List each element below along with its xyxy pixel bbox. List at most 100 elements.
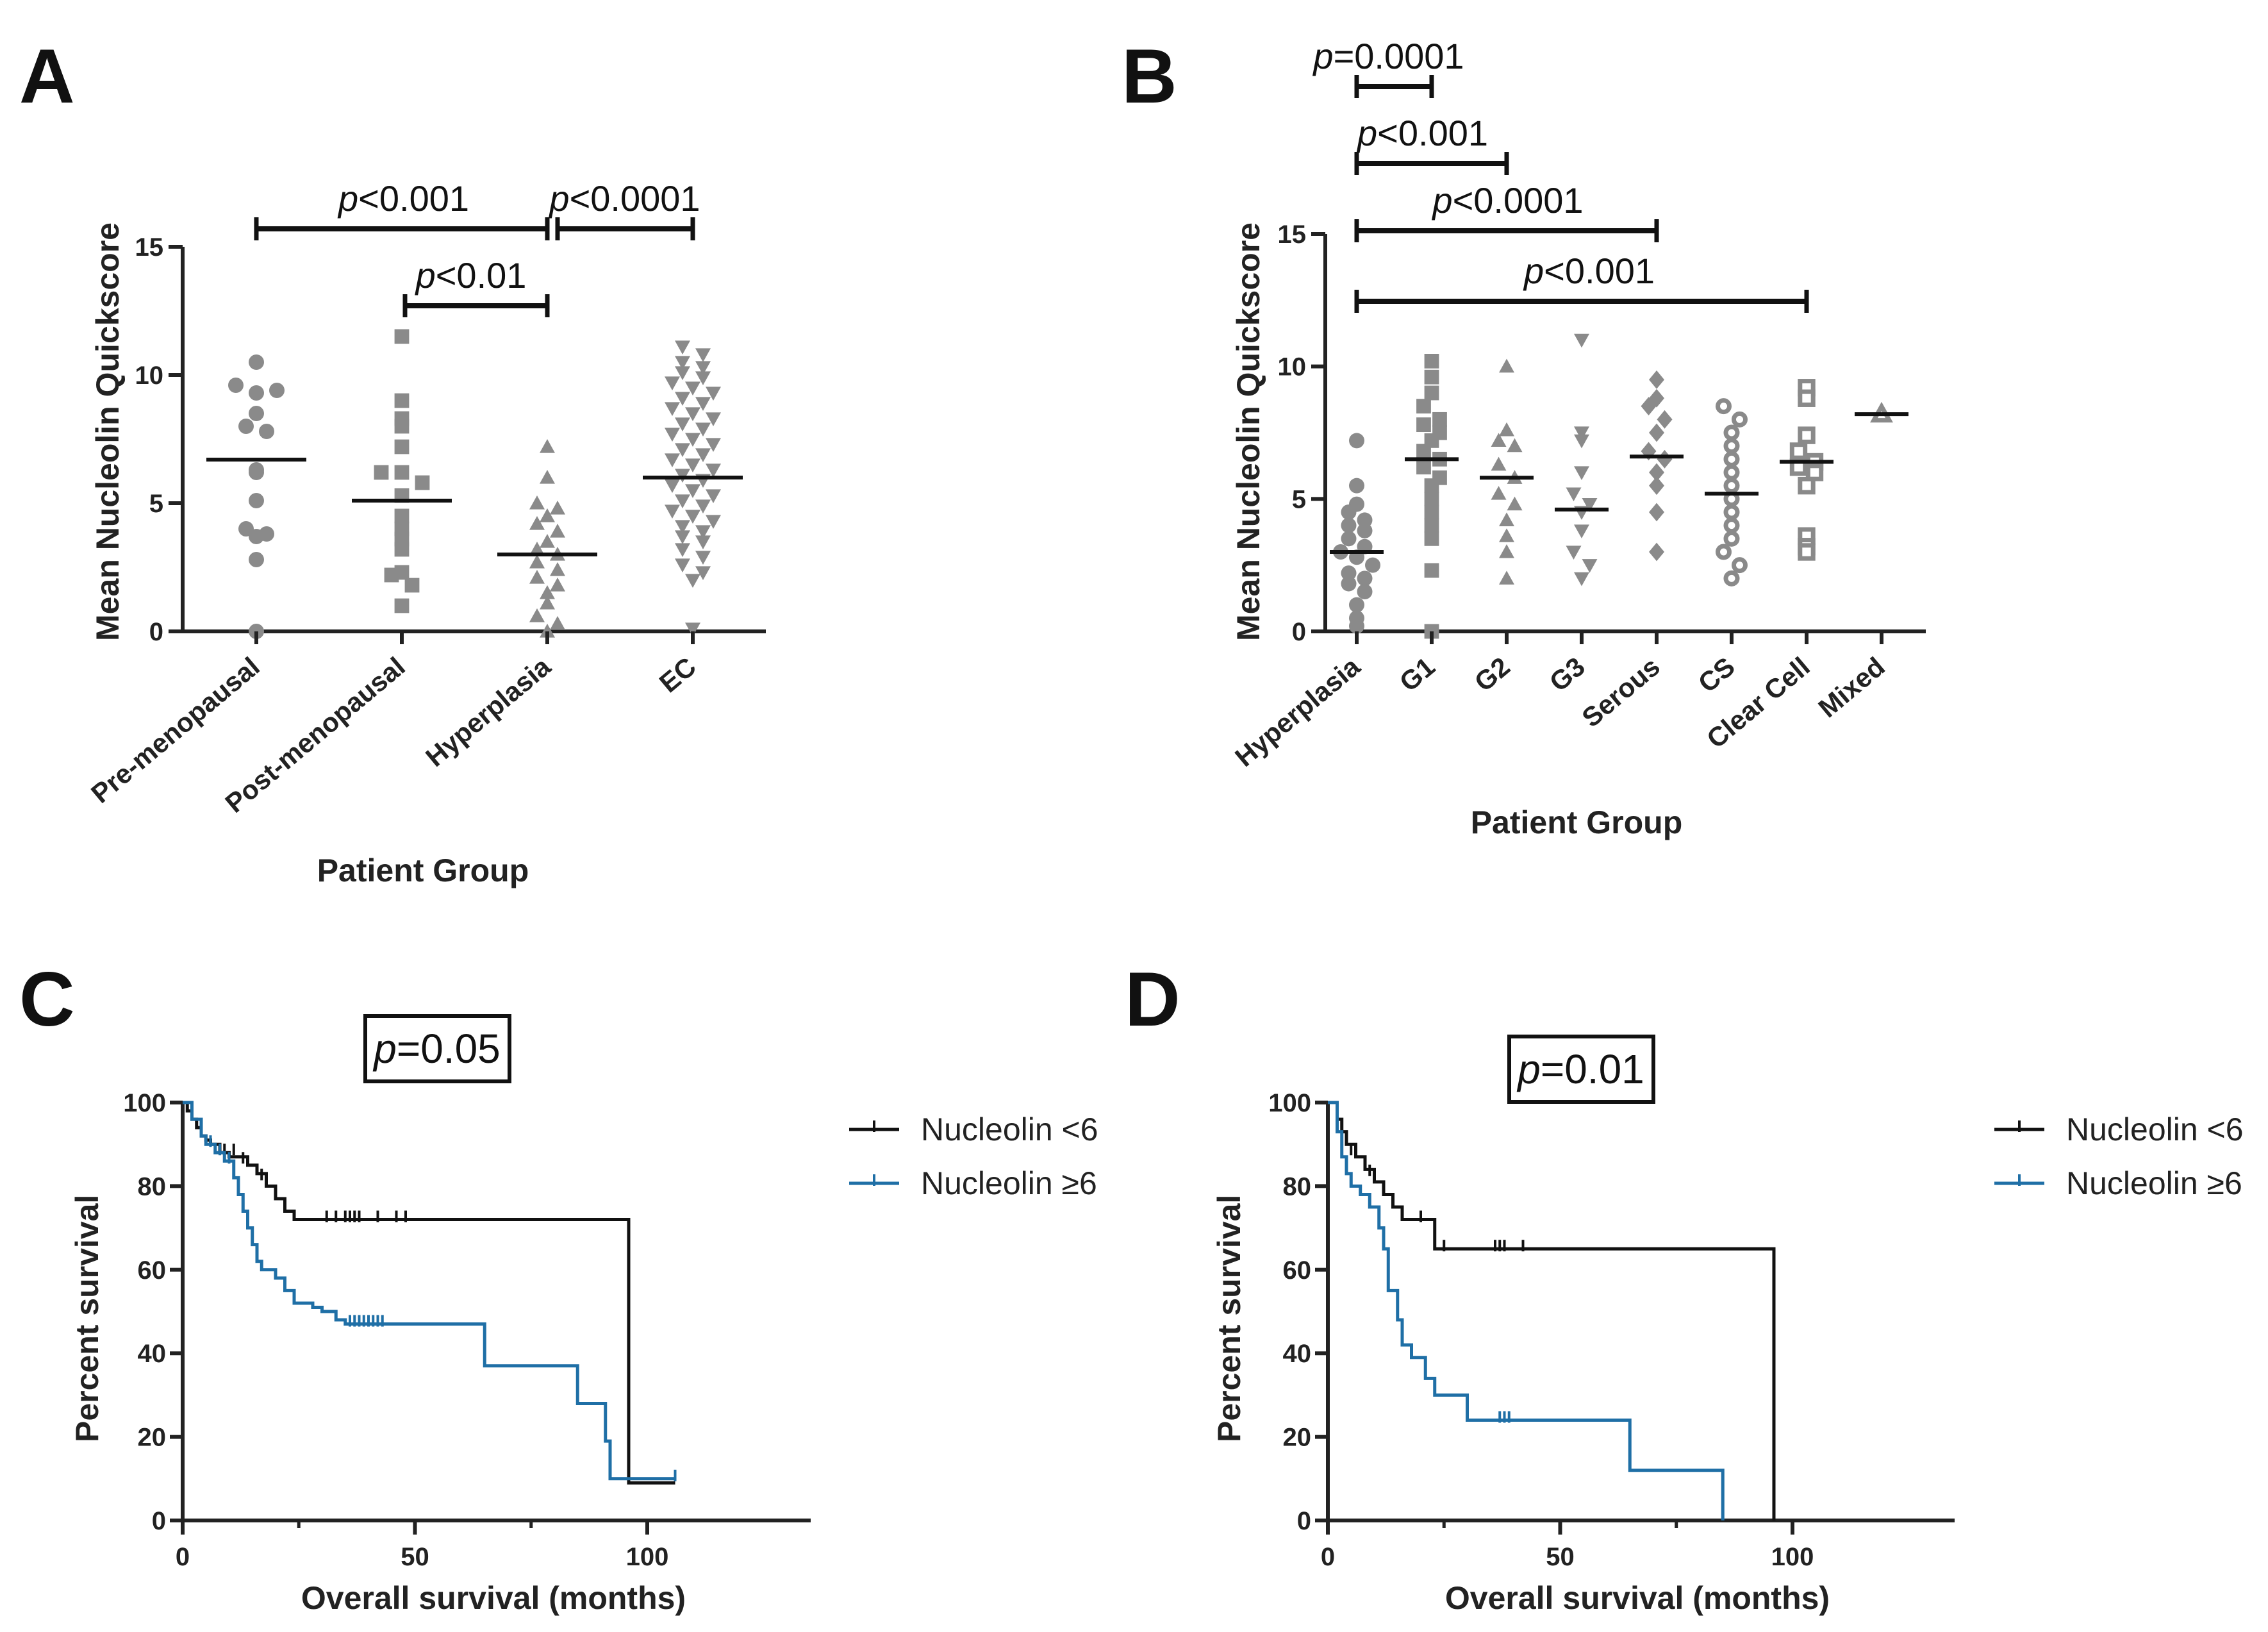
data-point [540, 595, 555, 610]
comparison-pvalue-text: <0.001 [1377, 113, 1488, 153]
data-point [685, 381, 700, 396]
data-point [695, 422, 711, 437]
data-point [550, 501, 565, 515]
data-point [249, 385, 264, 401]
data-point [1723, 530, 1740, 547]
data-point [675, 494, 690, 508]
data-point [249, 406, 264, 421]
comparison-pvalue-text: <0.01 [436, 255, 527, 296]
y-tick-label: 0 [152, 1507, 166, 1535]
y-tick-label: 60 [1283, 1256, 1312, 1285]
data-point [1424, 563, 1439, 578]
data-point [665, 402, 680, 416]
data-point [1507, 496, 1523, 511]
data-point [695, 371, 711, 385]
comparison-pvalue-p: p [415, 255, 436, 296]
data-point [1416, 417, 1431, 432]
data-point [1723, 451, 1740, 467]
data-point [665, 479, 680, 493]
data-point [249, 465, 264, 480]
data-point [1716, 544, 1732, 560]
data-point [550, 562, 565, 576]
y-tick-label: 40 [138, 1340, 167, 1368]
data-point [374, 465, 389, 480]
data-point [1574, 434, 1589, 449]
data-point [1798, 389, 1816, 407]
panel-d-label: D [1125, 956, 1180, 1042]
y-tick-label: 0 [1292, 618, 1306, 646]
panel-d-x-axis-title: Overall survival (months) [1445, 1580, 1830, 1616]
comparison-pvalue: p<0.0001 [548, 178, 700, 219]
data-point [1566, 545, 1582, 560]
legend-label: Nucleolin <6 [2066, 1112, 2244, 1147]
category-label: G1 [1394, 651, 1441, 697]
data-point [228, 378, 244, 393]
y-tick-label: 80 [138, 1172, 167, 1201]
data-point [675, 543, 690, 557]
y-tick-label: 0 [149, 618, 163, 646]
y-tick-label: 15 [1278, 221, 1307, 249]
data-point [1416, 444, 1431, 459]
data-point [1723, 464, 1740, 481]
comparison-pvalue: p<0.001 [337, 178, 469, 219]
data-point [1657, 449, 1673, 469]
data-point [1341, 504, 1357, 520]
category-label: EC [654, 651, 702, 699]
category-label: Hyperplasia [1229, 651, 1366, 772]
comparison-pvalue: p<0.001 [1523, 251, 1655, 291]
y-tick-label: 15 [135, 233, 164, 262]
legend-label: Nucleolin ≥6 [2066, 1165, 2242, 1201]
data-point [1723, 438, 1740, 454]
panel-d-y-axis-title: Percent survival [1211, 1195, 1247, 1442]
y-tick-label: 100 [123, 1089, 166, 1117]
data-point [685, 510, 700, 524]
data-point [540, 470, 555, 484]
x-tick-label: 0 [1321, 1543, 1335, 1571]
data-point [685, 574, 700, 588]
data-point [685, 433, 700, 447]
panel-b-y-axis-title: Mean Nucleolin Quickscore [1230, 222, 1266, 641]
data-point [695, 535, 711, 549]
data-point [1432, 412, 1447, 427]
data-point [1499, 570, 1514, 585]
data-point [1499, 512, 1514, 526]
data-point [685, 458, 700, 472]
panel-d: D p=0.01 Percent survival Overall surviv… [1125, 956, 2244, 1616]
data-point [238, 419, 254, 434]
data-point [675, 558, 690, 572]
data-point [675, 392, 690, 406]
panel-b-label: B [1122, 33, 1177, 119]
data-point [685, 622, 700, 637]
data-point [685, 484, 700, 498]
data-point [706, 463, 721, 478]
data-point [665, 504, 680, 519]
y-tick-label: 5 [1292, 485, 1306, 513]
data-point [1424, 354, 1439, 369]
data-point [259, 424, 274, 439]
panel-b: B Mean Nucleolin Quickscore Patient Grou… [1122, 33, 1926, 840]
data-point [665, 376, 680, 390]
data-point [1649, 542, 1664, 562]
category-label: G3 [1544, 651, 1591, 697]
data-point [1723, 424, 1740, 441]
data-point [529, 495, 545, 510]
y-tick-label: 5 [149, 490, 163, 518]
panel-c-y-axis-title: Percent survival [69, 1195, 105, 1442]
comparison-pvalue-p: p [1356, 113, 1377, 153]
data-point [706, 412, 721, 426]
data-point [540, 585, 555, 599]
data-point [529, 608, 545, 622]
data-point [1491, 433, 1507, 447]
panel-c-x-axis-title: Overall survival (months) [301, 1580, 686, 1616]
data-point [394, 419, 410, 434]
data-point [1349, 597, 1364, 613]
y-tick-label: 10 [1278, 353, 1307, 381]
data-point [1723, 478, 1740, 494]
comparison-pvalue-text: =0.0001 [1334, 36, 1464, 76]
data-point [394, 542, 410, 557]
y-tick-label: 10 [135, 362, 164, 390]
data-point [529, 570, 545, 584]
data-point [1424, 478, 1439, 494]
data-point [1499, 422, 1514, 437]
data-point [1649, 463, 1664, 482]
